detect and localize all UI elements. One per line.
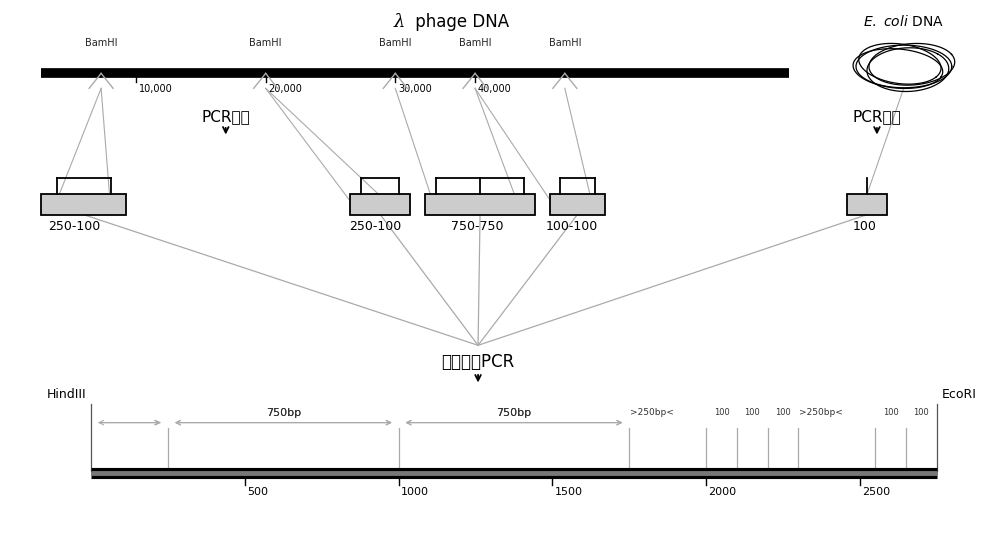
Text: 1500: 1500 [554, 487, 582, 497]
Text: 750bp: 750bp [266, 408, 301, 419]
Text: HindIII: HindIII [47, 388, 86, 401]
Text: 100: 100 [714, 408, 729, 418]
Text: BamHI: BamHI [249, 38, 282, 48]
Text: $\it{E.}$ $\it{coli}$ DNA: $\it{E.}$ $\it{coli}$ DNA [863, 14, 944, 29]
Text: 100: 100 [914, 408, 929, 418]
Text: PCR扩增: PCR扩增 [201, 109, 250, 124]
Text: 40,000: 40,000 [478, 84, 512, 94]
Text: 20,000: 20,000 [269, 84, 303, 94]
Text: 250-100: 250-100 [48, 220, 100, 233]
Text: 750bp: 750bp [496, 408, 532, 419]
Bar [550, 195, 605, 215]
Text: 100: 100 [744, 408, 760, 418]
Bar [847, 195, 887, 215]
Text: 250-100: 250-100 [349, 220, 401, 233]
Text: 2500: 2500 [862, 487, 890, 497]
Bar [425, 195, 535, 215]
Text: 100: 100 [775, 408, 791, 418]
Text: phage DNA: phage DNA [410, 13, 509, 31]
Text: BamHI: BamHI [379, 38, 412, 48]
Text: 100: 100 [883, 408, 899, 418]
Text: >250bp<: >250bp< [799, 408, 843, 418]
Text: 100-100: 100-100 [546, 220, 598, 233]
Text: >250bp<: >250bp< [630, 408, 674, 418]
Text: 750bp: 750bp [266, 408, 301, 419]
Text: 1000: 1000 [401, 487, 429, 497]
Text: 10,000: 10,000 [139, 84, 173, 94]
Text: BamHI: BamHI [549, 38, 581, 48]
Text: BamHI: BamHI [459, 38, 491, 48]
Text: PCR扩增: PCR扩增 [853, 109, 901, 124]
Bar [350, 195, 410, 215]
Text: 100: 100 [853, 220, 877, 233]
Text: 2000: 2000 [708, 487, 736, 497]
Text: 重疊延伸PCR: 重疊延伸PCR [441, 353, 515, 371]
Text: BamHI: BamHI [85, 38, 117, 48]
Text: 750-750: 750-750 [451, 220, 503, 233]
Text: 30,000: 30,000 [398, 84, 432, 94]
Text: 750bp: 750bp [496, 408, 532, 419]
Text: λ: λ [394, 13, 405, 31]
Text: 500: 500 [247, 487, 268, 497]
Bar [41, 195, 126, 215]
Text: EcoRI: EcoRI [942, 388, 977, 401]
